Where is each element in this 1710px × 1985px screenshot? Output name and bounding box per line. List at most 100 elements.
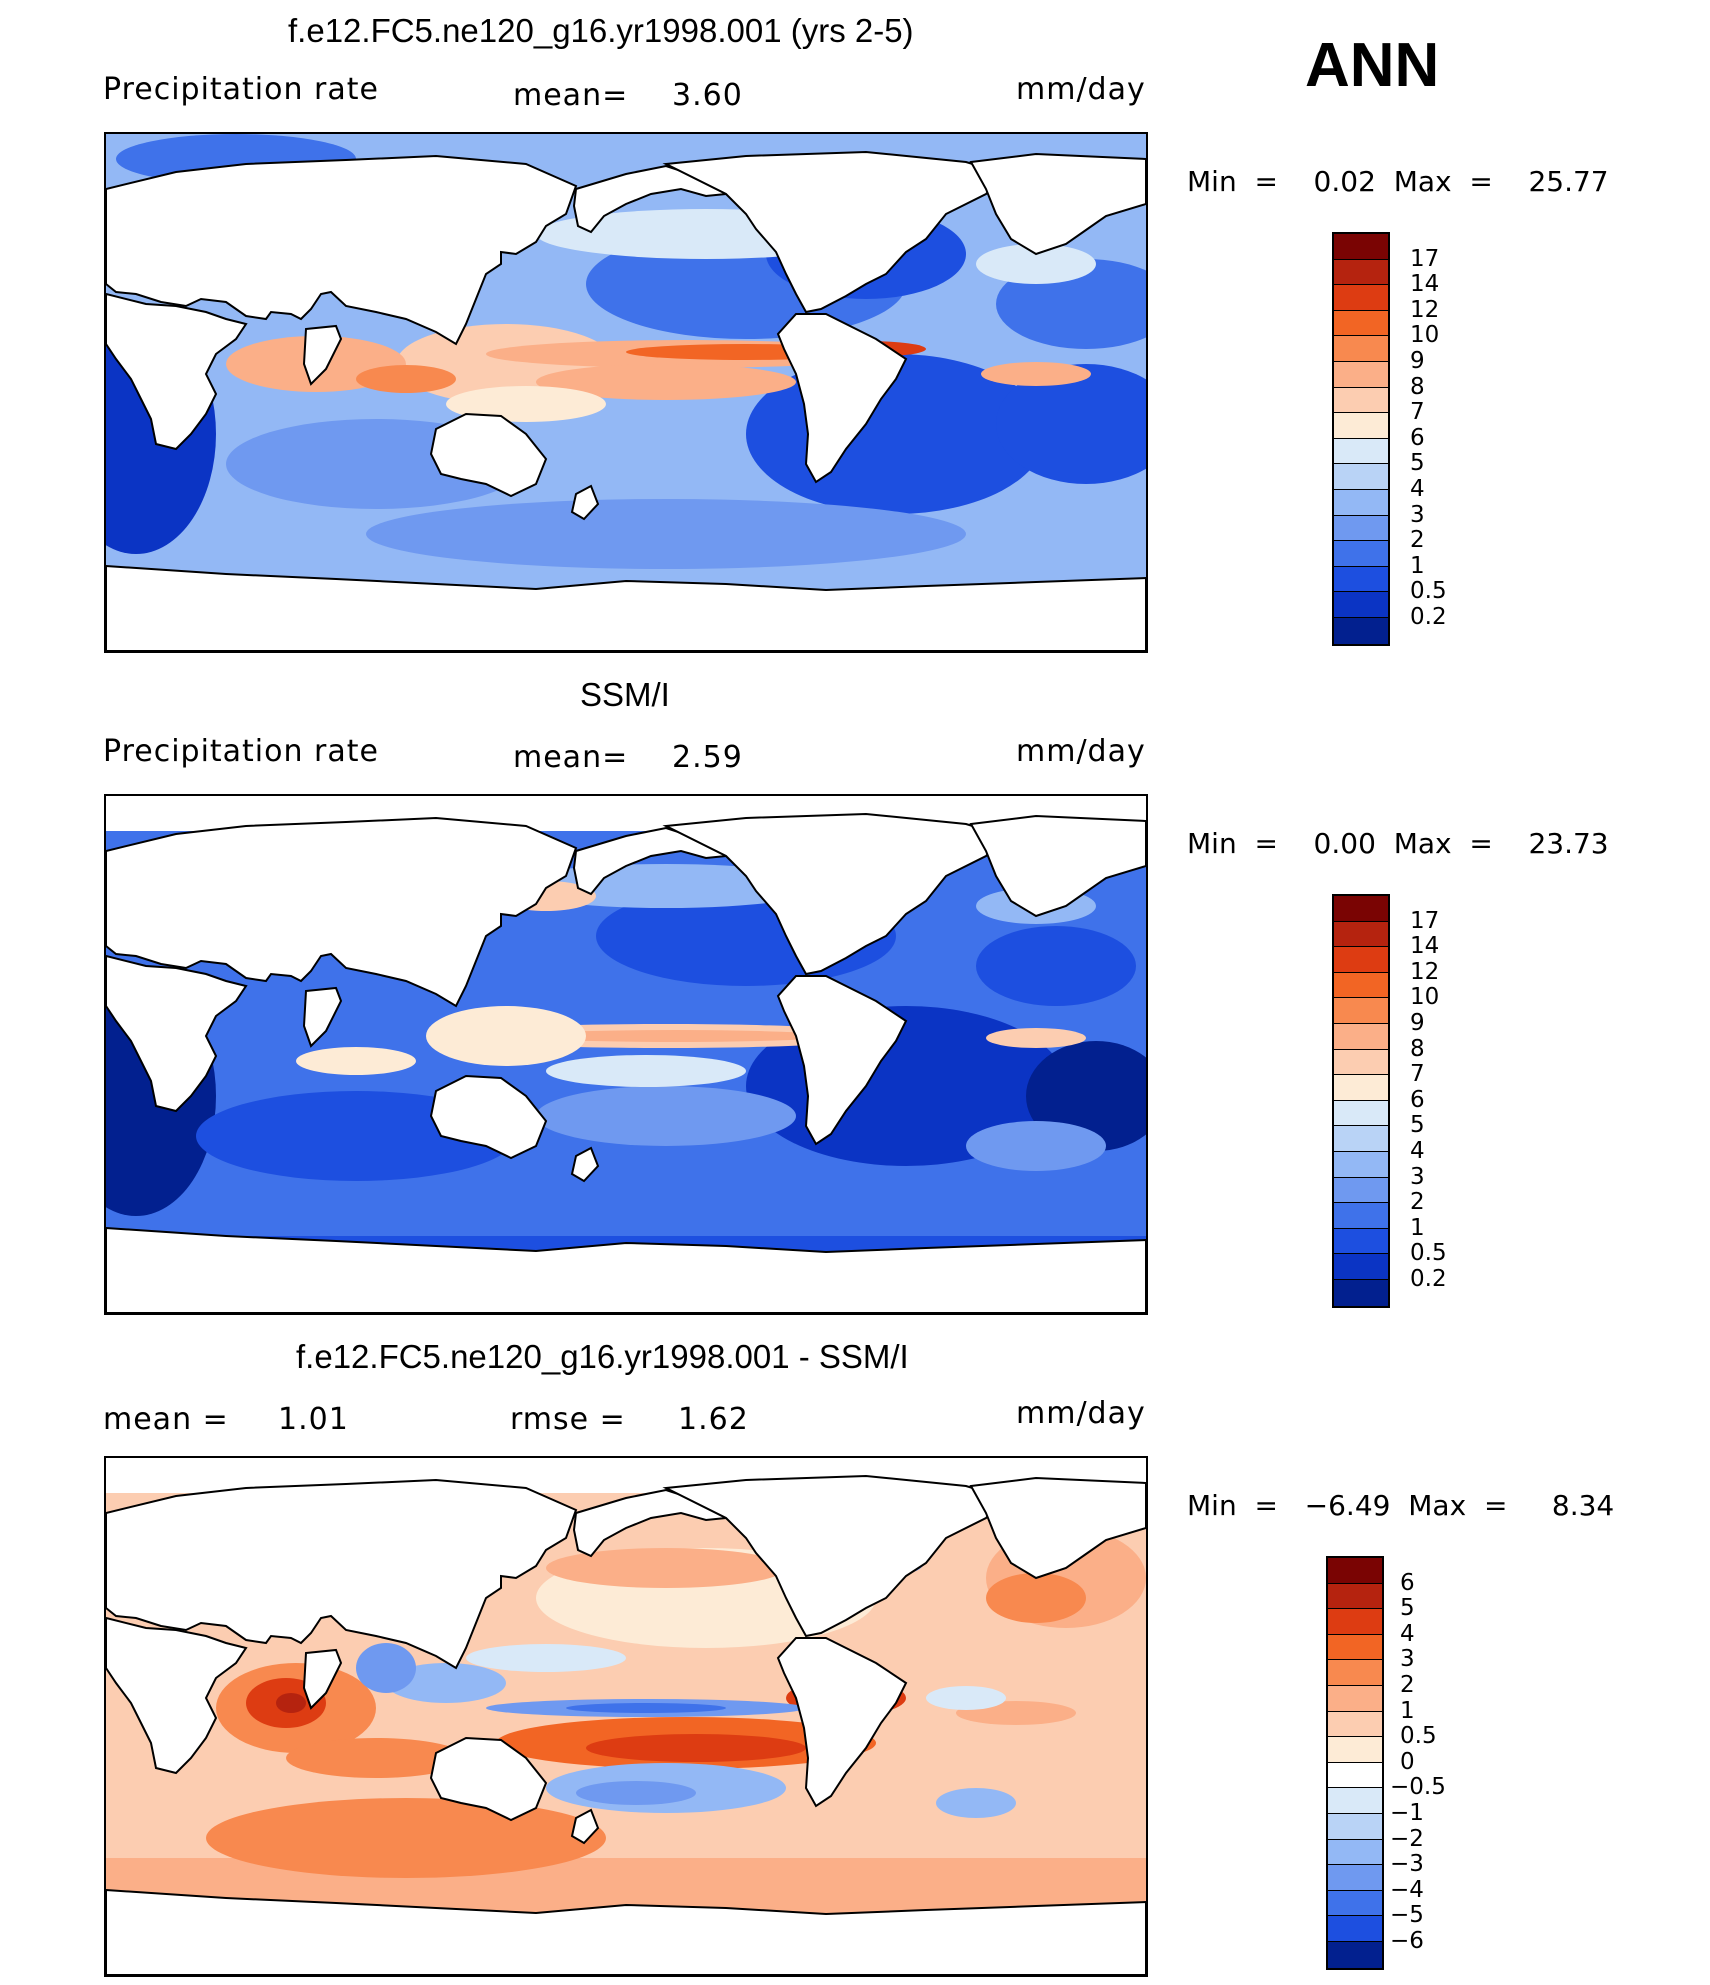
- season-label: ANN: [1305, 31, 1440, 100]
- colorbar-tick-label: 3: [1400, 1646, 1415, 1673]
- colorbar-tick-label: 9: [1410, 348, 1425, 374]
- panel-model-units: mm/day: [1016, 72, 1146, 107]
- colorbar-tick-label: −5: [1390, 1902, 1424, 1929]
- colorbar-tick-label: 7: [1410, 1061, 1425, 1088]
- colorbar-swatch: [1328, 1737, 1382, 1763]
- colorbar-swatch: [1328, 1711, 1382, 1738]
- colorbar-swatch: [1328, 1685, 1382, 1712]
- colorbar-tick-label: −4: [1390, 1876, 1424, 1903]
- colorbar-swatch: [1328, 1916, 1382, 1942]
- colorbar-tick-label: −0.5: [1390, 1774, 1446, 1801]
- colorbar-swatch: [1334, 336, 1388, 362]
- colorbar-swatch: [1334, 234, 1388, 260]
- colorbar-swatch: [1334, 285, 1388, 311]
- colorbar-tick-label: 5: [1400, 1595, 1415, 1622]
- colorbar-tick-label: 0.5: [1400, 1723, 1437, 1750]
- colorbar-swatch: [1328, 1890, 1382, 1917]
- colorbar-tick-label: 10: [1410, 984, 1440, 1011]
- colorbar-swatch: [1328, 1865, 1382, 1891]
- colorbar-swatch: [1328, 1660, 1382, 1686]
- colorbar-swatch: [1334, 515, 1388, 542]
- colorbar-tick-label: 2: [1400, 1672, 1415, 1698]
- panel-diff-mean-label: mean =: [103, 1402, 229, 1437]
- panel-obs-mean-label: mean=: [513, 740, 629, 775]
- colorbar-swatch: [1334, 1151, 1388, 1178]
- colorbar-swatch: [1334, 1254, 1388, 1280]
- colorbar-tick-label: 2: [1410, 1189, 1425, 1216]
- colorbar-tick-label: 3: [1410, 501, 1425, 528]
- colorbar-swatch: [1334, 592, 1388, 618]
- colorbar-swatch: [1334, 310, 1388, 337]
- colorbar-swatch: [1334, 998, 1388, 1024]
- colorbar-tick-label: 1: [1410, 1214, 1425, 1241]
- colorbar-swatch: [1334, 1177, 1388, 1204]
- colorbar-tick-label: 6: [1410, 1086, 1425, 1113]
- colorbar-tick-label: 1: [1410, 552, 1425, 579]
- colorbar-swatch: [1334, 566, 1388, 593]
- colorbar-swatch: [1334, 1075, 1388, 1101]
- colorbar-swatch: [1328, 1839, 1382, 1866]
- colorbar-tick-label: 17: [1410, 907, 1440, 934]
- panel-obs-colorbar: [1332, 894, 1390, 1308]
- panel-model-min-max: Min = 0.02 Max = 25.77: [1187, 165, 1609, 198]
- colorbar-tick-label: 0: [1400, 1748, 1415, 1775]
- colorbar-tick-label: 2: [1410, 527, 1425, 554]
- colorbar-swatch: [1334, 438, 1388, 465]
- colorbar-tick-label: 0.5: [1410, 578, 1447, 605]
- colorbar-swatch: [1334, 896, 1388, 922]
- panel-diff-rmse-value: 1.62: [678, 1402, 749, 1437]
- colorbar-tick-label: 12: [1410, 958, 1440, 985]
- panel-obs-mean-value: 2.59: [672, 740, 743, 775]
- colorbar-tick-label: 4: [1400, 1620, 1415, 1647]
- colorbar-swatch: [1334, 1126, 1388, 1152]
- colorbar-swatch: [1334, 972, 1388, 999]
- colorbar-tick-label: 7: [1410, 399, 1425, 426]
- colorbar-swatch: [1334, 921, 1388, 948]
- panel-diff-map: [104, 1456, 1148, 1977]
- colorbar-swatch: [1334, 259, 1388, 286]
- panel-diff-units: mm/day: [1016, 1396, 1146, 1431]
- panel-model-variable-label: Precipitation rate: [103, 72, 379, 107]
- colorbar-tick-label: 0.2: [1410, 604, 1447, 630]
- colorbar-swatch: [1328, 1558, 1382, 1584]
- colorbar-swatch: [1328, 1609, 1382, 1635]
- panel-obs-units: mm/day: [1016, 734, 1146, 769]
- colorbar-tick-label: 4: [1410, 1138, 1425, 1164]
- panel-diff-colorbar: [1326, 1556, 1384, 1970]
- panel-model-colorbar: [1332, 232, 1390, 646]
- colorbar-swatch: [1334, 1228, 1388, 1255]
- colorbar-tick-label: 8: [1410, 1035, 1425, 1062]
- panel-diff-title: f.e12.FC5.ne120_g16.yr1998.001 - SSM/I: [296, 1338, 909, 1375]
- colorbar-swatch: [1334, 1023, 1388, 1050]
- colorbar-tick-label: 1: [1400, 1697, 1415, 1724]
- colorbar-tick-label: 6: [1400, 1569, 1415, 1596]
- panel-diff-rmse-label: rmse =: [510, 1402, 626, 1437]
- panel-obs-min-max: Min = 0.00 Max = 23.73: [1187, 827, 1609, 860]
- colorbar-swatch: [1328, 1634, 1382, 1661]
- colorbar-swatch: [1334, 464, 1388, 490]
- colorbar-swatch: [1334, 541, 1388, 567]
- colorbar-swatch: [1334, 413, 1388, 439]
- colorbar-tick-label: −6: [1390, 1928, 1424, 1954]
- colorbar-tick-label: −3: [1390, 1851, 1424, 1878]
- colorbar-tick-label: 9: [1410, 1010, 1425, 1036]
- panel-diff-min-max: Min = −6.49 Max = 8.34: [1187, 1489, 1615, 1522]
- colorbar-swatch: [1328, 1941, 1382, 1968]
- colorbar-tick-label: 3: [1410, 1163, 1425, 1190]
- colorbar-tick-label: 10: [1410, 322, 1440, 349]
- colorbar-swatch: [1334, 387, 1388, 414]
- colorbar-tick-label: 4: [1410, 476, 1425, 502]
- colorbar-swatch: [1334, 1100, 1388, 1127]
- colorbar-swatch: [1334, 361, 1388, 388]
- colorbar-swatch: [1328, 1813, 1382, 1840]
- colorbar-swatch: [1334, 1203, 1388, 1229]
- colorbar-swatch: [1334, 947, 1388, 973]
- panel-diff-mean-value: 1.01: [278, 1402, 349, 1437]
- colorbar-swatch: [1334, 1279, 1388, 1306]
- colorbar-swatch: [1328, 1788, 1382, 1814]
- colorbar-tick-label: −1: [1390, 1800, 1424, 1826]
- colorbar-tick-label: 12: [1410, 296, 1440, 323]
- colorbar-swatch: [1328, 1583, 1382, 1610]
- panel-obs-map: [104, 794, 1148, 1315]
- colorbar-tick-label: 8: [1410, 373, 1425, 400]
